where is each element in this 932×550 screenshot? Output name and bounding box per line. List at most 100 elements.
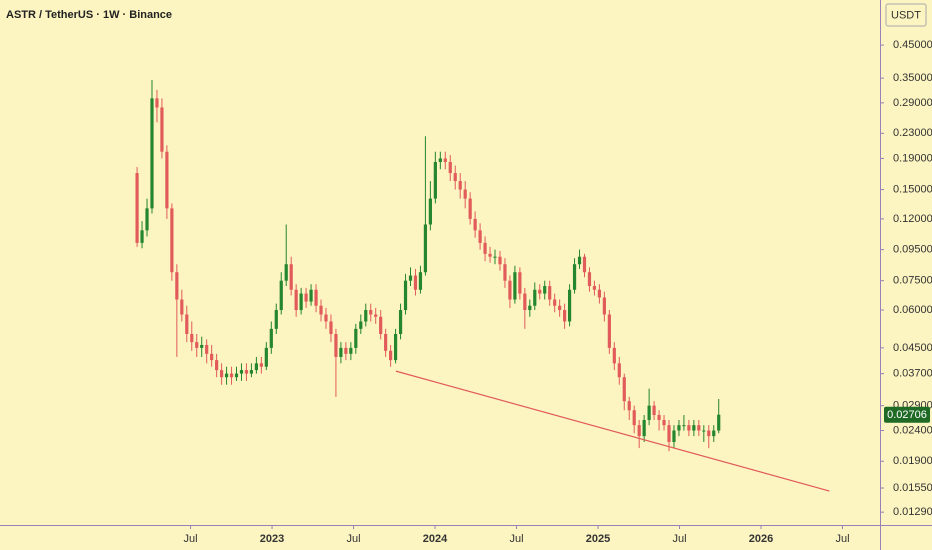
candle-body — [349, 347, 353, 354]
candle-body — [299, 293, 303, 311]
candle-body — [458, 181, 462, 190]
candle-body — [319, 305, 323, 315]
candle-body — [160, 107, 164, 152]
x-tick-label: 2024 — [423, 533, 448, 545]
candle-body — [637, 425, 641, 437]
candle-body — [443, 158, 447, 162]
candle-body — [309, 289, 313, 302]
candle-body — [657, 415, 661, 420]
candle-body — [155, 98, 159, 108]
candle-body — [548, 286, 552, 300]
y-tick-label: 0.06000 — [893, 304, 932, 316]
candle-body — [567, 289, 572, 322]
candle-body — [453, 173, 457, 182]
candle-body — [697, 425, 701, 431]
candle-body — [423, 224, 428, 273]
candle-body — [493, 256, 497, 258]
candle-body — [577, 256, 582, 265]
candle-body — [707, 430, 711, 437]
candle-body — [418, 272, 423, 290]
candle-body — [612, 347, 616, 364]
candle-body — [572, 264, 577, 290]
candle-body — [533, 289, 537, 306]
candle-body — [210, 353, 214, 361]
candle-body — [488, 253, 492, 257]
candle-body — [463, 189, 467, 199]
candle-body — [528, 305, 532, 311]
candle-body — [259, 363, 263, 367]
candle-body — [329, 321, 333, 335]
candle-body — [224, 373, 229, 378]
candle-body — [150, 98, 154, 209]
candle-body — [135, 173, 139, 243]
candle-body — [642, 419, 646, 437]
candle-body — [249, 370, 254, 374]
candle-body — [369, 310, 373, 315]
candle-body — [478, 230, 482, 243]
candle-body — [314, 289, 318, 306]
candle-body — [234, 373, 239, 378]
chart-title: ASTR / TetherUS · 1W · Binance — [6, 9, 172, 21]
candle-body — [279, 280, 283, 311]
candle-body — [294, 289, 298, 311]
candle-body — [602, 297, 606, 315]
candle-body — [498, 256, 502, 265]
y-tick-label: 0.09500 — [893, 244, 932, 256]
x-tick-label: Jul — [835, 533, 849, 545]
candle-body — [563, 310, 567, 322]
x-tick-label: Jul — [672, 533, 686, 545]
candle-body — [393, 334, 398, 361]
trendline — [395, 370, 830, 492]
x-tick-label: Jul — [347, 533, 361, 545]
candle-body — [592, 286, 597, 290]
candle-body — [284, 264, 288, 281]
candle-body — [702, 430, 706, 432]
candle-body — [175, 272, 179, 300]
candle-body — [364, 310, 368, 322]
candle-body — [508, 280, 512, 300]
candle-body — [264, 347, 268, 367]
y-tick-label: 0.23000 — [893, 127, 932, 139]
candle-body — [692, 425, 696, 431]
candle-body — [518, 272, 522, 294]
candle-body — [244, 370, 249, 374]
candle-body — [269, 328, 273, 348]
candle-body — [672, 430, 676, 442]
candle-body — [254, 363, 258, 371]
candle-body — [677, 425, 681, 431]
candle-body — [339, 347, 343, 357]
x-tick-label: Jul — [509, 533, 523, 545]
candle-body — [195, 342, 199, 348]
candle-body — [438, 158, 442, 162]
candle-body — [597, 289, 602, 298]
candle-body — [354, 328, 358, 348]
candle-body — [682, 425, 686, 427]
candle-body — [344, 347, 348, 354]
candle-body — [617, 363, 621, 378]
currency-box[interactable] — [885, 3, 927, 27]
candle-body — [483, 242, 487, 254]
candle-body — [433, 161, 437, 199]
candle-body — [170, 208, 174, 273]
candle-body — [587, 272, 592, 287]
y-tick-label: 0.01900 — [893, 455, 932, 467]
candle-body — [473, 218, 477, 231]
candle-body — [239, 370, 244, 374]
y-tick-label: 0.29000 — [893, 97, 932, 109]
candle-body — [622, 377, 626, 402]
candle-body — [205, 344, 209, 354]
candle-body — [200, 344, 204, 348]
candle-body — [582, 256, 587, 273]
candle-body — [607, 314, 611, 348]
candle-body — [538, 289, 542, 294]
candle-body — [289, 264, 293, 290]
currency-label[interactable]: USDT — [891, 9, 921, 21]
candle-body — [687, 425, 691, 431]
x-tick-label: Jul — [184, 533, 198, 545]
candle-body — [408, 275, 413, 281]
y-tick-label: 0.03700 — [893, 368, 932, 380]
candle-body — [448, 161, 452, 174]
y-tick-label: 0.02400 — [893, 424, 932, 436]
